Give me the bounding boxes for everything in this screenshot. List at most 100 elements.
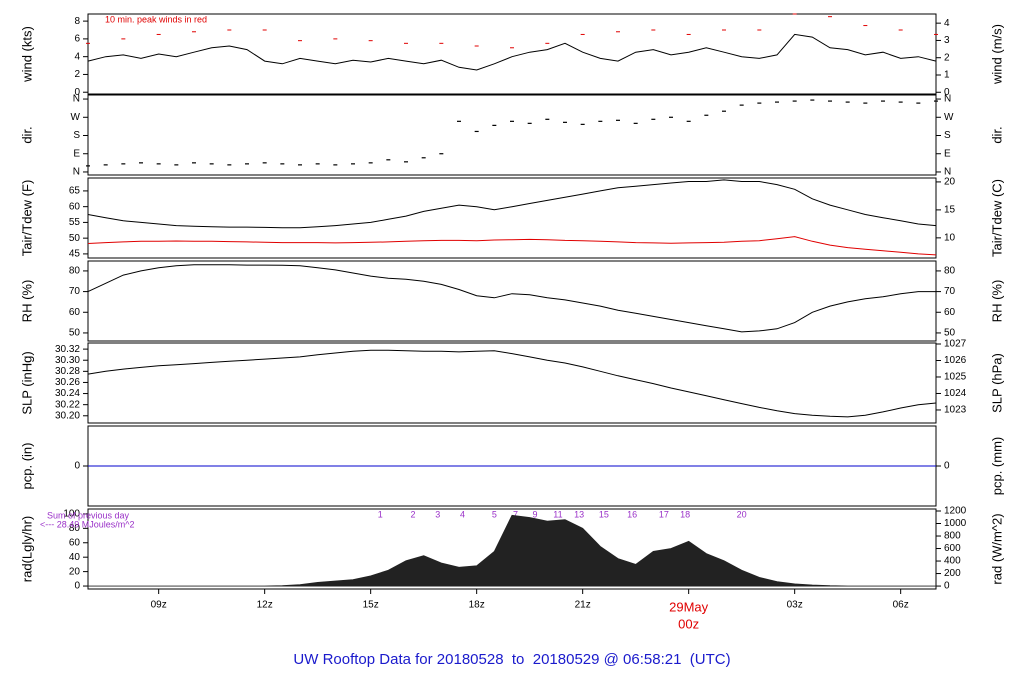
panel-frame: [87, 94, 937, 176]
point: [474, 130, 479, 133]
y-tick-label: E: [73, 148, 80, 159]
point: [280, 163, 285, 165]
y-tick-label: 30.30: [55, 355, 80, 366]
x-tick-label: 03z: [787, 600, 803, 611]
y2-tick-label: 20: [944, 177, 956, 188]
y2-tick-label: 800: [944, 531, 961, 542]
y2-tick-label: 1200: [944, 506, 967, 517]
y-axis-label: rad(Lgly/hr): [19, 516, 34, 582]
y2-tick-label: 60: [944, 307, 956, 318]
y-tick-label: 50: [69, 328, 81, 339]
point: [775, 101, 779, 103]
y-axis-label: RH (%): [19, 280, 34, 323]
y2-tick-label: 3: [944, 35, 950, 46]
point: [757, 102, 762, 104]
panel-frame: [87, 260, 937, 342]
y-tick-label: 30.32: [55, 344, 80, 355]
point: [845, 101, 850, 103]
chart-title: UW Rooftop Data for 20180528 to 20180529…: [293, 651, 730, 668]
point: [669, 116, 673, 118]
point: [722, 110, 726, 112]
point: [421, 157, 426, 159]
panel-frame: [87, 342, 937, 424]
y-tick-label: 2: [74, 69, 80, 80]
x-tick-label: 18z: [469, 600, 485, 611]
y-tick-label: 6: [74, 34, 80, 45]
y2-tick-label: 2: [944, 52, 950, 63]
y-tick-label: 30.26: [55, 377, 80, 388]
y-tick-label: 0: [74, 461, 80, 472]
y2-tick-label: E: [944, 148, 951, 159]
y-tick-label: 40: [69, 552, 81, 563]
y2-tick-label: 600: [944, 543, 961, 554]
point: [598, 120, 603, 122]
y2-axis-label: Tair/Tdew (C): [989, 179, 1004, 257]
y-tick-label: N: [73, 94, 80, 105]
y2-axis-label: dir.: [989, 126, 1004, 143]
point: [916, 102, 921, 104]
y2-tick-label: 80: [944, 266, 956, 277]
y2-tick-label: N: [944, 167, 951, 178]
y-tick-label: 0: [74, 87, 80, 98]
x-tick-label: 21z: [575, 600, 591, 611]
point: [439, 153, 444, 155]
point: [298, 164, 302, 166]
y-tick-label: 70: [69, 286, 81, 297]
point: [810, 99, 815, 101]
point: [139, 162, 143, 164]
point: [368, 162, 373, 164]
y2-tick-label: 1024: [944, 388, 967, 399]
point: [739, 104, 744, 106]
line: [87, 264, 936, 333]
point: [704, 114, 709, 116]
y-axis-label: wind (kts): [19, 26, 34, 83]
point: [245, 163, 249, 165]
y-tick-label: 30.22: [55, 399, 80, 410]
y2-tick-label: 200: [944, 568, 961, 579]
x-tick-label: 00z: [678, 616, 699, 631]
y2-axis-label: pcp. (mm): [989, 437, 1004, 496]
point: [633, 122, 638, 124]
point: [121, 163, 126, 165]
hour-mark: 9: [532, 509, 537, 519]
hour-mark: 7: [513, 509, 518, 519]
point: [457, 120, 461, 122]
point: [545, 118, 550, 120]
hour-mark: 11: [553, 509, 562, 519]
y-tick-label: 60: [69, 307, 81, 318]
panel-frame: [87, 13, 937, 95]
hour-mark: 5: [492, 509, 497, 519]
point: [351, 163, 355, 165]
line: [87, 33, 937, 71]
y-tick-label: 8: [74, 16, 80, 27]
y2-tick-label: 1023: [944, 405, 967, 416]
point: [209, 163, 214, 165]
y-tick-label: 20: [69, 566, 81, 577]
y2-tick-label: 0: [944, 461, 950, 472]
y2-tick-label: 4: [944, 18, 950, 29]
y2-tick-label: 70: [944, 286, 956, 297]
hour-mark: 20: [737, 509, 747, 519]
y-tick-label: 50: [69, 233, 81, 244]
y-tick-label: N: [73, 167, 80, 178]
point: [934, 100, 938, 102]
point: [580, 123, 585, 125]
point: [616, 119, 620, 121]
y2-tick-label: 400: [944, 556, 961, 567]
point: [174, 164, 179, 166]
y-tick-label: 60: [69, 537, 81, 548]
y2-tick-label: 1026: [944, 355, 967, 366]
y-tick-label: S: [73, 130, 80, 141]
y-tick-label: W: [71, 112, 81, 123]
point: [315, 163, 320, 165]
y-tick-label: 0: [74, 581, 80, 592]
line: [87, 236, 937, 256]
annotation: 10 min. peak winds in red: [105, 14, 207, 24]
point: [262, 162, 267, 164]
y-tick-label: 60: [69, 201, 81, 212]
y-tick-label: 45: [69, 249, 81, 260]
y2-tick-label: W: [944, 112, 954, 123]
y-tick-label: 55: [69, 217, 81, 228]
y2-tick-label: 1000: [944, 518, 967, 529]
